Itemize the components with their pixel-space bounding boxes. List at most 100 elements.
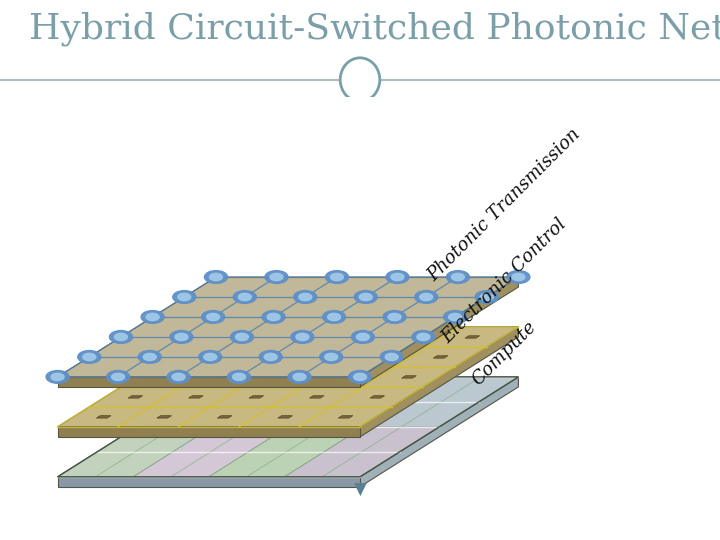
Circle shape bbox=[170, 330, 193, 343]
Polygon shape bbox=[58, 277, 518, 377]
Circle shape bbox=[199, 350, 222, 363]
Polygon shape bbox=[223, 336, 238, 338]
Polygon shape bbox=[220, 376, 235, 378]
Polygon shape bbox=[373, 356, 387, 358]
Circle shape bbox=[114, 333, 127, 341]
Circle shape bbox=[417, 333, 430, 341]
Polygon shape bbox=[433, 356, 448, 358]
Circle shape bbox=[451, 273, 464, 281]
Circle shape bbox=[141, 310, 164, 323]
Polygon shape bbox=[189, 396, 203, 398]
Circle shape bbox=[51, 373, 64, 381]
Text: Photonic Transmission: Photonic Transmission bbox=[424, 125, 584, 285]
Polygon shape bbox=[160, 376, 174, 378]
Circle shape bbox=[348, 370, 372, 383]
Circle shape bbox=[204, 271, 228, 284]
Text: Lightwave Research Lab, Columbia University: Lightwave Research Lab, Columbia Univers… bbox=[11, 512, 297, 525]
Circle shape bbox=[262, 310, 285, 323]
Polygon shape bbox=[157, 416, 171, 418]
Circle shape bbox=[299, 293, 312, 301]
Polygon shape bbox=[402, 376, 416, 378]
Circle shape bbox=[359, 293, 372, 301]
Polygon shape bbox=[310, 396, 324, 398]
Circle shape bbox=[449, 313, 462, 321]
Circle shape bbox=[446, 271, 469, 284]
Polygon shape bbox=[58, 477, 360, 487]
Circle shape bbox=[107, 370, 130, 383]
Circle shape bbox=[294, 291, 317, 303]
Circle shape bbox=[386, 271, 409, 284]
Circle shape bbox=[391, 273, 404, 281]
Circle shape bbox=[233, 291, 256, 303]
Circle shape bbox=[383, 310, 406, 323]
Ellipse shape bbox=[340, 58, 380, 102]
Circle shape bbox=[388, 313, 401, 321]
Polygon shape bbox=[58, 327, 518, 427]
Circle shape bbox=[210, 273, 222, 281]
Circle shape bbox=[412, 330, 435, 343]
Text: ▼: ▼ bbox=[354, 481, 366, 500]
Circle shape bbox=[112, 373, 125, 381]
Circle shape bbox=[146, 313, 159, 321]
Polygon shape bbox=[288, 377, 443, 427]
Polygon shape bbox=[338, 416, 353, 418]
Polygon shape bbox=[405, 336, 419, 338]
Circle shape bbox=[444, 310, 467, 323]
Circle shape bbox=[109, 330, 132, 343]
Polygon shape bbox=[281, 376, 295, 378]
Circle shape bbox=[380, 350, 403, 363]
Text: Hybrid Circuit-Switched Photonic Network: Hybrid Circuit-Switched Photonic Network bbox=[29, 12, 720, 46]
Polygon shape bbox=[360, 327, 518, 437]
Circle shape bbox=[228, 370, 251, 383]
Text: Electronic Control: Electronic Control bbox=[438, 215, 570, 347]
Circle shape bbox=[354, 373, 366, 381]
Circle shape bbox=[325, 271, 348, 284]
Circle shape bbox=[288, 370, 311, 383]
Circle shape bbox=[238, 293, 251, 301]
Circle shape bbox=[328, 313, 341, 321]
Circle shape bbox=[178, 293, 191, 301]
Circle shape bbox=[480, 293, 493, 301]
Circle shape bbox=[356, 333, 369, 341]
Circle shape bbox=[143, 353, 156, 361]
Circle shape bbox=[475, 291, 498, 303]
Polygon shape bbox=[312, 356, 327, 358]
Polygon shape bbox=[284, 336, 298, 338]
Polygon shape bbox=[58, 377, 518, 477]
Circle shape bbox=[207, 313, 220, 321]
Circle shape bbox=[351, 330, 374, 343]
Polygon shape bbox=[360, 377, 518, 487]
Circle shape bbox=[293, 373, 306, 381]
Circle shape bbox=[325, 353, 338, 361]
Circle shape bbox=[264, 353, 277, 361]
Circle shape bbox=[265, 271, 288, 284]
Circle shape bbox=[175, 333, 188, 341]
Polygon shape bbox=[133, 427, 288, 477]
Circle shape bbox=[296, 333, 309, 341]
Polygon shape bbox=[249, 396, 264, 398]
Text: Compute: Compute bbox=[469, 318, 539, 389]
Circle shape bbox=[138, 350, 161, 363]
Circle shape bbox=[204, 353, 217, 361]
Circle shape bbox=[230, 330, 253, 343]
Polygon shape bbox=[96, 416, 111, 418]
Circle shape bbox=[330, 273, 343, 281]
Circle shape bbox=[172, 373, 185, 381]
Circle shape bbox=[420, 293, 433, 301]
Circle shape bbox=[259, 350, 282, 363]
Circle shape bbox=[173, 291, 196, 303]
Polygon shape bbox=[58, 427, 360, 437]
Polygon shape bbox=[278, 416, 292, 418]
Circle shape bbox=[233, 373, 246, 381]
Circle shape bbox=[270, 273, 283, 281]
Polygon shape bbox=[192, 356, 206, 358]
Polygon shape bbox=[364, 377, 518, 427]
Circle shape bbox=[83, 353, 96, 361]
Circle shape bbox=[291, 330, 314, 343]
Circle shape bbox=[385, 353, 398, 361]
Circle shape bbox=[512, 273, 525, 281]
Circle shape bbox=[167, 370, 190, 383]
Polygon shape bbox=[58, 377, 360, 387]
Circle shape bbox=[323, 310, 346, 323]
Circle shape bbox=[202, 310, 225, 323]
